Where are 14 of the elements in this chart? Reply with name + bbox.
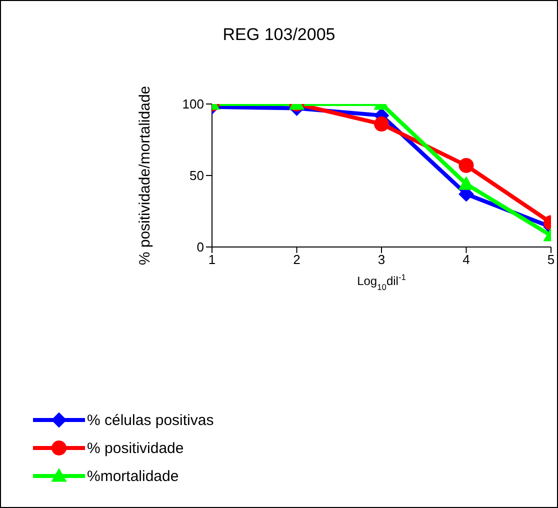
- legend-label: % células positivas: [87, 412, 214, 428]
- x-tick-label: 3: [378, 252, 386, 268]
- legend-label: % positividade: [87, 440, 184, 456]
- y-tick-label: 100: [182, 96, 204, 112]
- chart-title: REG 103/2005: [222, 25, 336, 45]
- x-tick-label: 1: [208, 252, 216, 268]
- x-tick-label: 5: [547, 252, 555, 268]
- x-tick-label: 2: [293, 252, 300, 268]
- x-axis-title: Log$_{10}$dil$^{-1}$: [357, 272, 406, 292]
- y-axis-title: % positividade/mortalidade: [136, 86, 154, 266]
- x-tick-label: 4: [462, 252, 470, 268]
- y-tick-label: 0: [196, 240, 204, 255]
- legend-label: %mortalidade: [87, 468, 179, 484]
- y-tick-label: 50: [190, 168, 204, 184]
